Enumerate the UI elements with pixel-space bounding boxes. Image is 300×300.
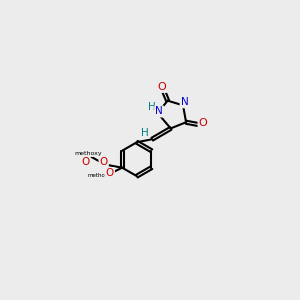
- Text: O: O: [199, 118, 207, 128]
- Text: N: N: [181, 97, 188, 107]
- Text: H: H: [148, 102, 155, 112]
- Text: N: N: [155, 106, 163, 116]
- Text: O: O: [100, 157, 108, 166]
- Text: O: O: [106, 168, 114, 178]
- Text: methoxy: methoxy: [74, 151, 102, 156]
- Text: O: O: [81, 157, 89, 167]
- Text: H: H: [141, 128, 148, 138]
- Text: methoxy: methoxy: [88, 173, 112, 178]
- Text: O: O: [158, 82, 167, 92]
